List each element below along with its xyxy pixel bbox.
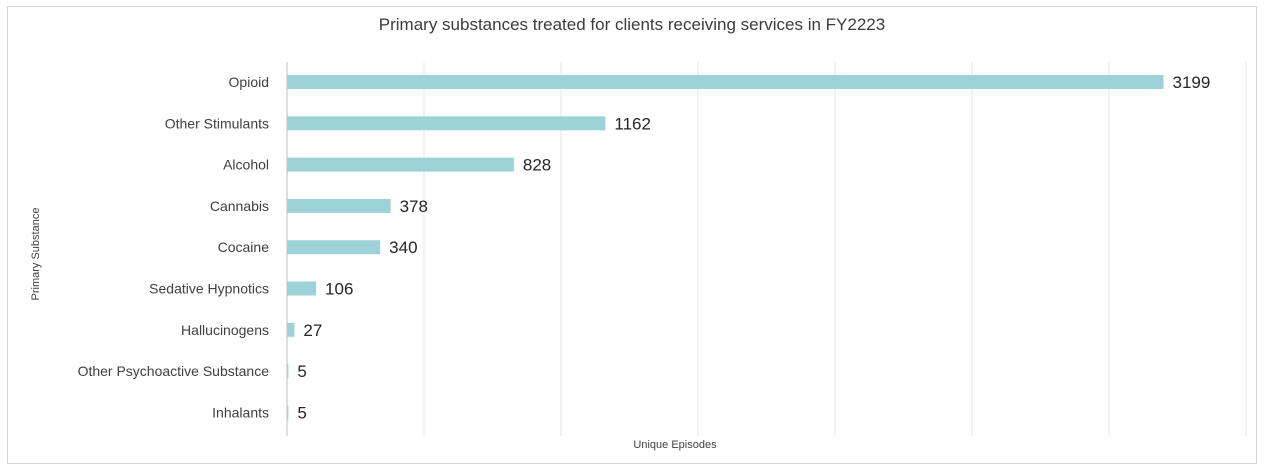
category-label: Cocaine	[218, 239, 270, 255]
bar	[287, 116, 606, 131]
data-label: 378	[400, 197, 428, 216]
data-label: 5	[297, 362, 306, 381]
data-label: 27	[303, 321, 322, 340]
category-label: Inhalants	[212, 404, 269, 420]
category-label: Hallucinogens	[181, 322, 269, 338]
data-label: 828	[523, 156, 551, 175]
bar	[287, 75, 1164, 89]
data-label: 3199	[1173, 73, 1211, 92]
data-label: 5	[297, 403, 306, 422]
chart-title: Primary substances treated for clients r…	[378, 15, 886, 34]
category-label: Sedative Hypnotics	[149, 281, 269, 297]
category-label: Opioid	[229, 74, 269, 90]
category-label: Alcohol	[223, 157, 269, 173]
data-label: 340	[389, 238, 417, 257]
bar	[287, 240, 381, 255]
x-axis-label: Unique Episodes	[633, 439, 717, 451]
data-label: 106	[325, 280, 353, 299]
category-label: Other Psychoactive Substance	[78, 363, 270, 379]
category-label: Other Stimulants	[165, 115, 269, 131]
bar	[287, 364, 289, 379]
bar	[287, 322, 295, 337]
bar	[287, 405, 289, 420]
category-label: Cannabis	[210, 198, 269, 214]
bar	[287, 198, 391, 213]
bar	[287, 281, 317, 296]
bar	[287, 157, 514, 172]
data-label: 1162	[614, 114, 651, 133]
